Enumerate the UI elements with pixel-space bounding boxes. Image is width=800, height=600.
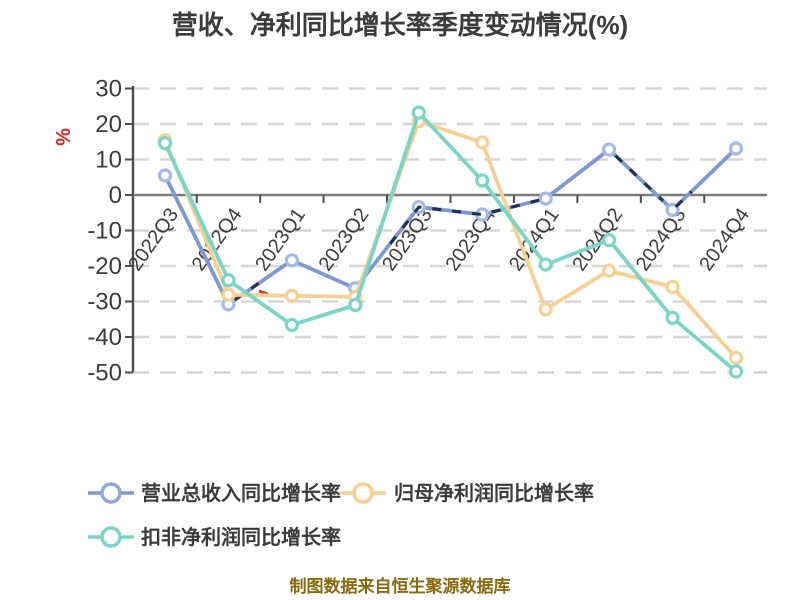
legend-marker-net-profit-icon [352,482,374,504]
revenue-data-point [602,142,617,157]
deducted-net-profit-data-point [348,297,363,313]
legend: 营业总收入同比增长率 归母净利润同比增长率 扣非净利润同比增长率 [88,481,594,549]
net-profit-data-point [538,302,553,317]
y-tick-label: -50 [87,360,122,387]
revenue-data-point [284,253,299,268]
x-tick-label: 2024Q4 [695,204,754,275]
net-profit-data-point [284,288,299,303]
legend-marker-revenue-icon [100,482,122,504]
y-tick-label: 30 [95,76,122,103]
deducted-net-profit-data-point [157,136,173,151]
y-tick-label: -20 [87,253,122,280]
revenue-line-dash-overlay [674,190,693,208]
revenue-line-dash-overlay [389,197,547,245]
y-tick-label: 10 [95,147,122,174]
x-tick-label: 2024Q2 [568,204,627,275]
y-tick-labels-group: 30 20 10 0 -10 -20 -30 -40 -50 [87,76,122,387]
legend-item-revenue: 营业总收入同比增长率 [88,481,341,505]
axes-group [125,86,767,374]
series-group [157,105,744,379]
y-axis-unit-label: % [53,128,75,146]
net-profit-data-point [728,350,744,366]
x-tick-label: 2024Q1 [505,204,564,275]
x-tick-labels-group: 2022Q3 2022Q4 2023Q1 2023Q2 2023Q3 2023Q4 2024… [124,204,754,275]
y-tick-label: -40 [87,324,122,351]
x-tick-label: 2023Q2 [315,204,374,275]
revenue-growth-line [163,146,738,307]
legend-item-net-profit: 归母净利润同比增长率 [340,481,594,505]
legend-item-deducted-net-profit: 扣非净利润同比增长率 [88,525,341,549]
y-tick-label: -10 [87,218,122,245]
revenue-data-point [665,202,680,218]
deducted-net-profit-data-point [221,273,236,288]
data-source-caption: 制图数据来自恒生聚源数据库 [290,576,511,596]
y-tick-label: -30 [87,289,122,316]
legend-label-deducted: 扣非净利润同比增长率 [141,525,341,549]
legend-label-revenue: 营业总收入同比增长率 [141,481,341,505]
revenue-data-point [538,191,553,206]
deducted-net-profit-data-point [665,310,680,325]
deducted-net-profit-data-point [475,173,490,188]
x-tick-label: 2024Q3 [632,204,691,275]
legend-marker-deducted-icon [100,526,122,548]
legend-label-net-profit: 归母净利润同比增长率 [394,481,594,505]
deducted-net-profit-data-point [538,257,553,272]
chart-title: 营收、净利同比增长率季度变动情况(%) [172,10,628,40]
y-tick-label: 0 [109,182,122,209]
revenue-data-point [157,168,173,183]
net-profit-data-point [475,135,490,150]
y-tick-label: 20 [95,111,122,138]
net-profit-data-point [602,263,617,278]
deducted-net-profit-data-point [602,232,617,248]
deducted-net-profit-data-point [411,105,426,120]
net-profit-data-point [665,279,680,295]
deducted-net-profit-data-point [284,317,299,333]
deducted-net-profit-data-point [728,364,744,379]
revenue-data-point [728,141,744,156]
net-profit-data-point [221,287,236,302]
deducted-net-profit-growth-line [163,110,738,374]
